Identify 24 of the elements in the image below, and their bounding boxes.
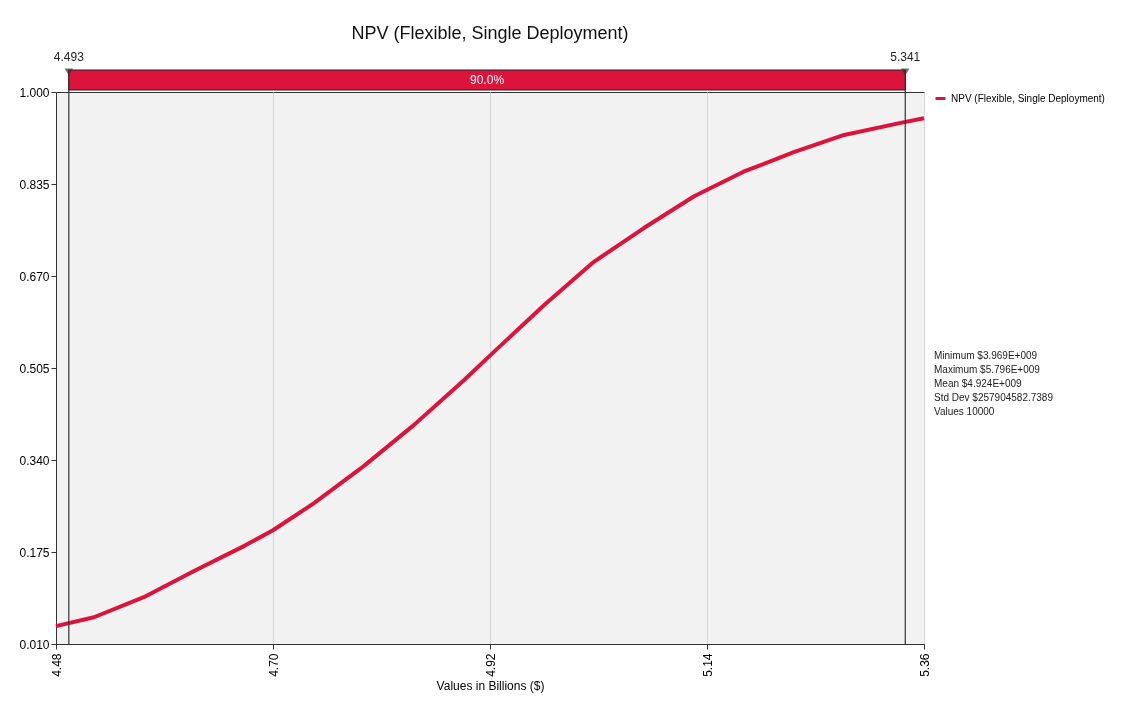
x-tick-label: 4.48 xyxy=(49,653,64,677)
y-tick-label: 0.505 xyxy=(19,361,50,376)
legend-label: NPV (Flexible, Single Deployment) xyxy=(951,92,1105,104)
text: Values 10000 xyxy=(934,406,995,417)
y-tick-label: 1.000 xyxy=(19,85,50,100)
x-axis-title: Values in Billions ($) xyxy=(436,678,545,693)
y-tick-label: 0.835 xyxy=(19,177,50,192)
text: 90.0% xyxy=(470,73,505,87)
text: Minimum $3.969E+009 xyxy=(934,350,1038,361)
line-series xyxy=(54,116,926,629)
y-tick-label: 0.175 xyxy=(19,545,50,560)
y-tick-label: 0.670 xyxy=(19,269,50,284)
x-tick-label: 5.14 xyxy=(700,653,715,677)
ref-line-label: 4.493 xyxy=(53,50,85,64)
y-tick-label: 0.010 xyxy=(19,637,50,652)
x-tick-label: 4.70 xyxy=(266,653,281,677)
text: Std Dev $257904582.7389 xyxy=(934,392,1054,403)
x-tick-label: 5.36 xyxy=(917,653,932,677)
ref-line-label: 5.341 xyxy=(890,50,921,64)
y-tick-label: 0.340 xyxy=(19,453,50,468)
text: Maximum $5.796E+009 xyxy=(934,364,1041,375)
chart-title: NPV (Flexible, Single Deployment) xyxy=(351,23,629,43)
text: Mean $4.924E+009 xyxy=(934,378,1023,389)
x-tick-label: 4.92 xyxy=(483,653,498,677)
